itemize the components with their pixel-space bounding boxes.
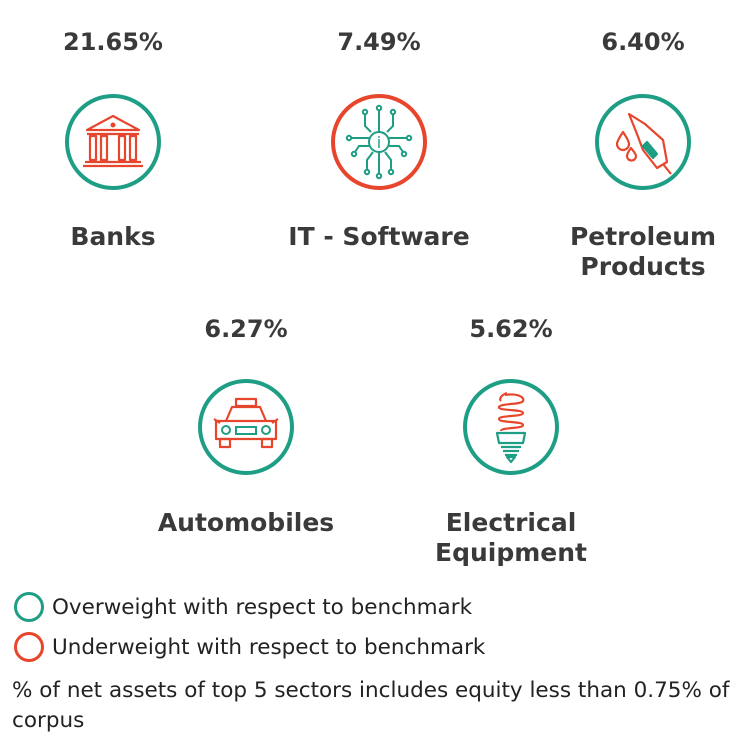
underweight-circle-icon <box>14 632 44 662</box>
overweight-circle-icon <box>14 592 44 622</box>
footnote: % of net assets of top 5 sectors include… <box>12 678 730 733</box>
legend-underweight-label: Underweight with respect to benchmark <box>52 634 486 660</box>
sector-percentage: 5.62% <box>469 315 553 343</box>
sector-name: Electrical Equipment <box>435 508 587 567</box>
car-icon <box>198 379 294 475</box>
sector-percentage: 21.65% <box>63 28 163 56</box>
fuel-nozzle-icon <box>595 94 691 190</box>
legend-overweight-label: Overweight with respect to benchmark <box>52 594 473 620</box>
bank-icon <box>65 94 161 190</box>
sector-name: Banks <box>70 222 156 251</box>
svg-text:i: i <box>377 133 381 152</box>
sector-name: IT - Software <box>288 222 470 251</box>
sector-name: Automobiles <box>157 508 335 537</box>
sector-name: Petroleum Products <box>569 222 717 281</box>
bulb-icon <box>463 379 559 475</box>
sector-percentage: 6.27% <box>204 315 288 343</box>
sector-percentage: 7.49% <box>337 28 421 56</box>
chip-icon: i <box>331 94 427 190</box>
legend-underweight: Underweight with respect to benchmark <box>14 632 485 662</box>
sector-percentage: 6.40% <box>601 28 685 56</box>
legend-overweight: Overweight with respect to benchmark <box>14 592 472 622</box>
